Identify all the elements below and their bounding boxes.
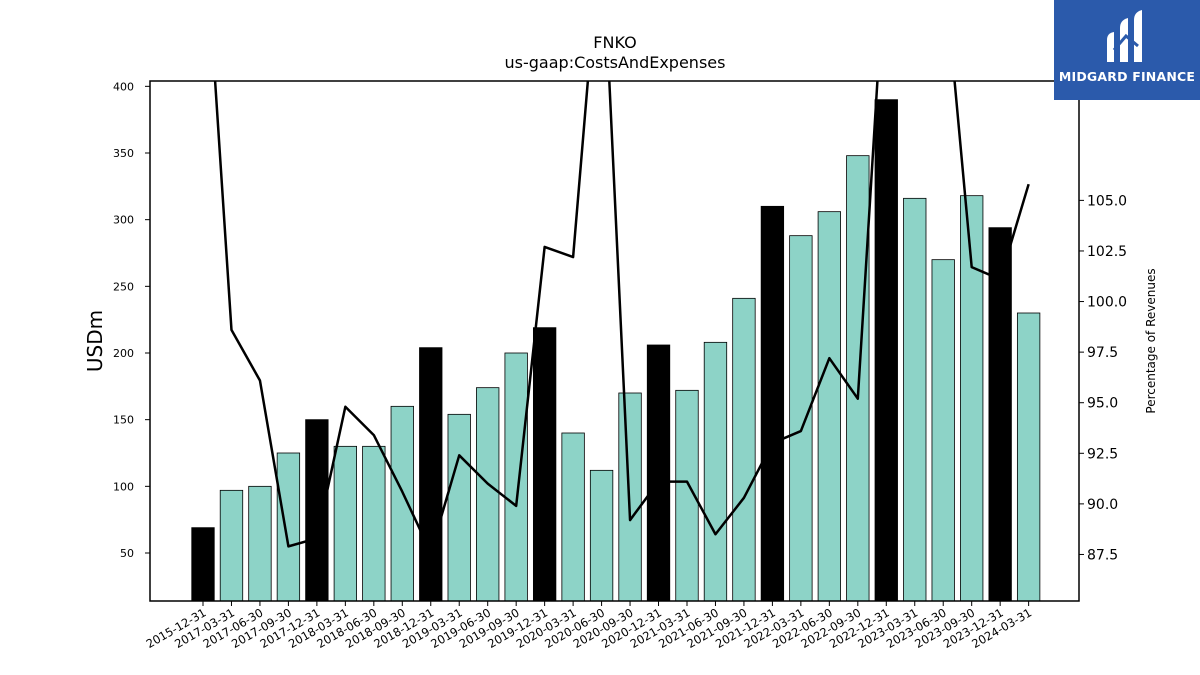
bar	[476, 387, 500, 602]
bar	[390, 405, 414, 602]
bar	[903, 197, 927, 602]
bar	[646, 344, 671, 602]
bar	[504, 352, 528, 602]
bar	[1016, 312, 1041, 602]
y2-tick-label: 92.5	[1087, 446, 1118, 462]
bar	[419, 347, 443, 602]
y-axis-right: 87.5 90.0 92.5 95.0 97.5 100.0 102.5 105.0	[1079, 193, 1127, 563]
y-axis-left: 50 100 150 200 250 300 350 400	[113, 80, 150, 560]
y2-axis-label: Percentage of Revenues	[1144, 268, 1158, 413]
y2-tick-label: 100.0	[1087, 295, 1127, 311]
bar	[589, 469, 614, 602]
bar	[248, 485, 272, 602]
bar	[532, 327, 557, 602]
y-tick-label: 300	[113, 214, 134, 227]
ratio-line	[213, 81, 1030, 554]
bar	[305, 419, 329, 602]
bar	[333, 445, 358, 602]
brand-logo: MIDGARD FINANCE	[1054, 0, 1200, 100]
y-tick-label: 50	[120, 547, 134, 560]
logo-text: MIDGARD FINANCE	[1058, 69, 1196, 84]
bar	[561, 432, 585, 602]
y-tick-label: 350	[113, 147, 134, 160]
bar	[191, 527, 215, 602]
bar	[988, 227, 1012, 602]
bar	[846, 155, 870, 602]
chart-subtitle: us-gaap:CostsAndExpenses	[505, 53, 726, 72]
bar	[931, 259, 955, 602]
bar	[362, 445, 386, 602]
y-tick-label: 200	[113, 347, 134, 360]
y-tick-label: 250	[113, 280, 134, 293]
x-axis: 2015-12-312017-03-312017-06-302017-09-30…	[144, 601, 1034, 651]
bar	[447, 413, 471, 602]
bar	[817, 211, 841, 602]
y2-tick-label: 102.5	[1087, 244, 1127, 260]
chart-title: FNKO	[593, 33, 636, 52]
y-tick-label: 150	[113, 414, 134, 427]
logo-mark-icon	[1107, 10, 1142, 62]
y-axis-label: USDm	[83, 310, 107, 372]
y2-tick-label: 90.0	[1087, 497, 1118, 513]
bar	[732, 297, 756, 602]
bar	[219, 489, 244, 602]
y2-tick-label: 95.0	[1087, 396, 1118, 412]
y2-tick-label: 105.0	[1087, 193, 1127, 209]
bar-series	[191, 99, 1041, 602]
bar	[789, 235, 813, 602]
y2-tick-label: 87.5	[1087, 547, 1118, 563]
bar	[874, 99, 898, 602]
y-tick-label: 100	[113, 480, 134, 493]
plot-frame	[149, 80, 1080, 602]
bar	[276, 452, 301, 602]
ratio-line-series	[213, 81, 1030, 554]
y2-tick-label: 97.5	[1087, 345, 1118, 361]
bar	[703, 341, 728, 602]
y-tick-label: 400	[113, 80, 134, 93]
bar	[760, 205, 785, 602]
